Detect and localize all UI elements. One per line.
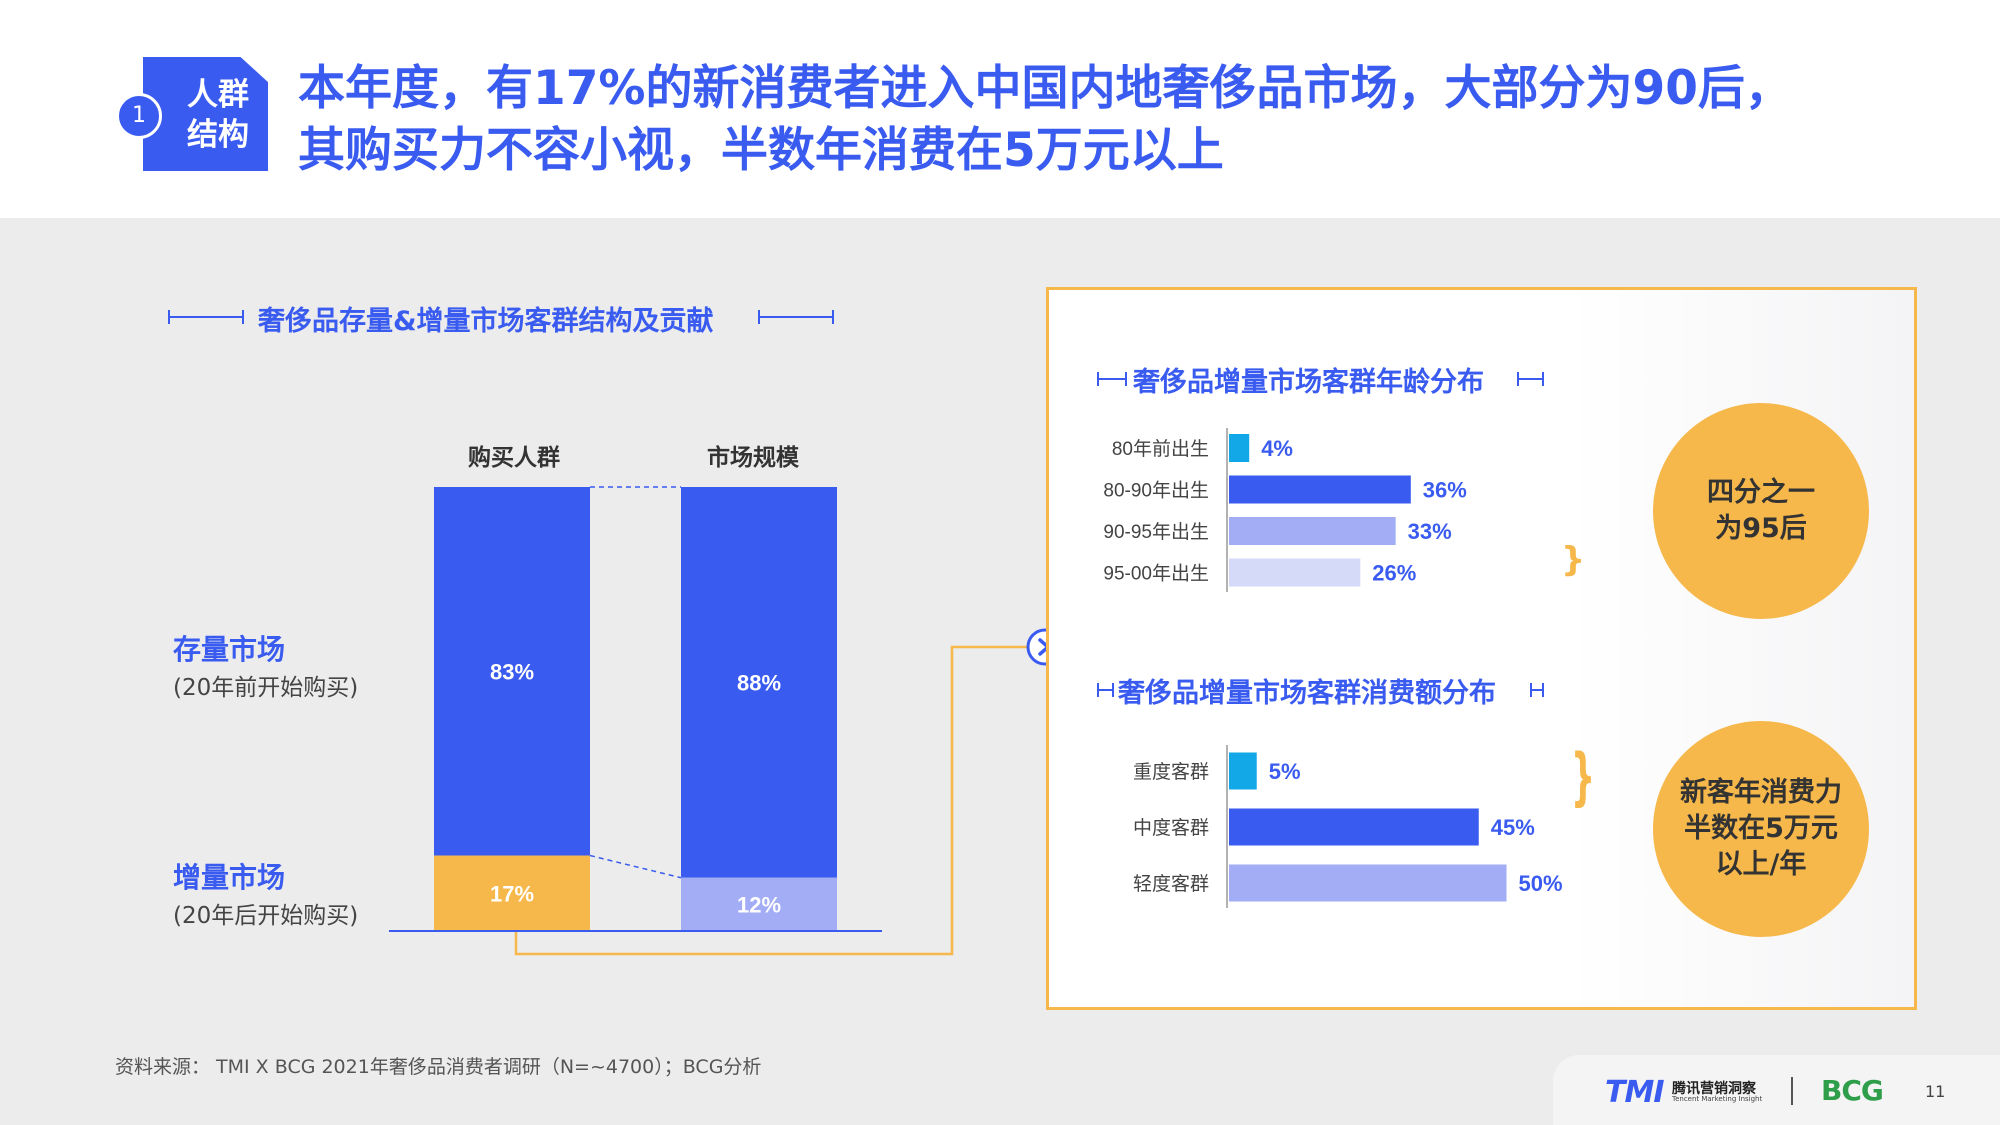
age-bar-1 xyxy=(1229,475,1411,504)
age-callout-text: 四分之一 为95后 xyxy=(1707,477,1815,544)
page-title-line-2: 其购买力不容小视，半数年消费在5万元以上 xyxy=(298,123,1224,178)
age-callout-circle: 四分之一 为95后 xyxy=(1653,403,1869,619)
badge-number: 1 xyxy=(116,93,162,139)
footer xyxy=(1553,1055,2000,1125)
spend-bar-1 xyxy=(1229,808,1479,846)
bar-existing-1 xyxy=(681,487,837,878)
header: 人群 结构 1 本年度，有17%的新消费者进入中国内地奢侈品市场，大部分为90后… xyxy=(0,0,2000,218)
tmi-logo-cn: 腾讯营销洞察 xyxy=(1672,1081,1756,1097)
source-note: 资料来源： TMI X BCG 2021年奢侈品消费者调研（N=~4700）；B… xyxy=(115,1056,762,1078)
age-value-1: 36% xyxy=(1423,478,1467,503)
age-category-2: 90-95年出生 xyxy=(1103,521,1209,543)
page-title-line-1: 本年度，有17%的新消费者进入中国内地奢侈品市场，大部分为90后， xyxy=(298,61,1792,116)
spend-value-0: 5% xyxy=(1269,759,1301,784)
spend-value-1: 45% xyxy=(1491,815,1535,840)
row-label-existing: 存量市场 xyxy=(173,633,286,666)
tmi-logo-en: Tencent Marketing Insight xyxy=(1672,1095,1763,1103)
dash-connector-mid xyxy=(589,854,682,879)
spend-category-0: 重度客群 xyxy=(1133,761,1209,783)
bar-label-existing-1: 88% xyxy=(737,670,781,695)
tmi-logo: TMI xyxy=(1605,1075,1664,1110)
page-number: 11 xyxy=(1925,1082,1946,1101)
badge-label: 人群 结构 xyxy=(187,77,249,153)
age-category-0: 80年前出生 xyxy=(1112,438,1209,460)
age-category-3: 95-00年出生 xyxy=(1103,563,1209,585)
column-header-market-size: 市场规模 xyxy=(707,445,799,471)
spend-title-dash-right xyxy=(1530,683,1544,697)
spend-category-2: 轻度客群 xyxy=(1133,873,1209,895)
title-dash-right xyxy=(758,310,834,324)
bar-label-new-1: 12% xyxy=(737,892,781,917)
age-value-0: 4% xyxy=(1261,436,1293,461)
age-title-dash-right xyxy=(1517,372,1544,386)
age-title-dash-left xyxy=(1097,372,1127,386)
age-category-1: 80-90年出生 xyxy=(1103,480,1209,502)
spend-callout-text: 新客年消费力 半数在5万元 以上/年 xyxy=(1680,777,1842,880)
age-value-2: 33% xyxy=(1408,519,1452,544)
spend-value-2: 50% xyxy=(1519,871,1563,896)
age-bar-2 xyxy=(1229,517,1396,545)
age-bar-0 xyxy=(1229,434,1250,462)
page-title: 本年度，有17%的新消费者进入中国内地奢侈品市场，大部分为90后， 其购买力不容… xyxy=(298,58,1948,182)
spend-category-1: 中度客群 xyxy=(1133,817,1209,839)
bar-new-0 xyxy=(434,855,590,931)
left-section-title: 奢侈品存量&增量市场客群结构及贡献 xyxy=(258,306,714,337)
age-bar-3 xyxy=(1229,558,1361,587)
bcg-logo: BCG xyxy=(1821,1074,1884,1107)
spend-callout-circle: 新客年消费力 半数在5万元 以上/年 xyxy=(1653,721,1869,937)
age-chart-title: 奢侈品增量市场客群年龄分布 xyxy=(1133,367,1484,398)
bar-existing-0 xyxy=(434,487,590,856)
row-sub-new: (20年后开始购买) xyxy=(173,903,359,929)
row-sub-existing: (20年前开始购买) xyxy=(173,675,359,701)
age-value-3: 26% xyxy=(1372,561,1416,586)
bar-label-existing-0: 83% xyxy=(490,659,534,684)
age-brace: } xyxy=(1561,540,1586,580)
title-dash-left xyxy=(168,310,244,324)
footer-divider xyxy=(1791,1077,1793,1105)
column-header-buyers: 购买人群 xyxy=(468,445,560,471)
spend-chart-title: 奢侈品增量市场客群消费额分布 xyxy=(1118,678,1496,709)
bar-label-new-0: 17% xyxy=(490,881,534,906)
spend-bar-2 xyxy=(1229,864,1507,902)
spend-brace: } xyxy=(1570,740,1596,813)
bar-new-1 xyxy=(681,877,837,931)
row-label-new: 增量市场 xyxy=(173,861,286,894)
spend-title-dash-left xyxy=(1097,683,1114,697)
connector-line xyxy=(514,645,1028,956)
section-badge: 人群 结构 xyxy=(143,57,268,171)
spend-bar-0 xyxy=(1229,752,1257,790)
